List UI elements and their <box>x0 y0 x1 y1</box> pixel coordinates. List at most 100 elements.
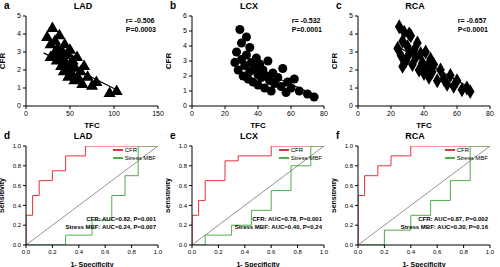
html-text:a: a <box>4 0 10 11</box>
html-text:Stress MBF: Stress MBF <box>124 155 156 161</box>
svg-text:0.2: 0.2 <box>48 249 57 255</box>
svg-text:3: 3 <box>17 48 21 55</box>
html-text:CFR: AUC=0.82, P=0.001: CFR: AUC=0.82, P=0.001 <box>86 216 156 222</box>
html-text:r= -0.657: r= -0.657 <box>457 17 487 24</box>
svg-text:0: 0 <box>183 102 187 109</box>
html-text:CFR: CFR <box>124 147 137 153</box>
svg-text:0.6: 0.6 <box>179 183 188 189</box>
svg-text:CFR: CFR <box>332 53 339 70</box>
svg-text:80: 80 <box>320 110 328 117</box>
svg-text:20: 20 <box>221 110 229 117</box>
svg-text:4: 4 <box>349 30 353 37</box>
svg-text:0.6: 0.6 <box>345 183 354 189</box>
html-text:r= -0.506: r= -0.506 <box>125 17 155 24</box>
svg-text:1.0: 1.0 <box>13 143 22 149</box>
svg-text:0: 0 <box>349 102 353 109</box>
svg-text:40: 40 <box>420 110 428 117</box>
svg-text:40: 40 <box>254 110 262 117</box>
svg-text:2: 2 <box>183 72 187 79</box>
html-text:r= -0.532: r= -0.532 <box>291 17 321 24</box>
svg-text:50: 50 <box>66 110 74 117</box>
svg-text:0.0: 0.0 <box>345 242 354 248</box>
html-text:LAD: LAD <box>73 131 93 141</box>
svg-text:3: 3 <box>349 48 353 55</box>
svg-text:2: 2 <box>17 66 21 73</box>
svg-text:TFC: TFC <box>84 121 100 128</box>
svg-text:0.2: 0.2 <box>345 222 354 228</box>
html-text:P<0.0001: P<0.0001 <box>457 26 488 33</box>
svg-text:60: 60 <box>453 110 461 117</box>
svg-text:TFC: TFC <box>250 121 266 128</box>
html-text:LAD: LAD <box>73 1 93 11</box>
svg-text:0.0: 0.0 <box>13 242 22 248</box>
svg-text:5: 5 <box>349 12 353 19</box>
svg-text:0.0: 0.0 <box>179 242 188 248</box>
svg-text:4: 4 <box>183 42 187 49</box>
svg-text:4: 4 <box>17 30 21 37</box>
html-text:b: b <box>170 0 177 11</box>
svg-text:1: 1 <box>183 87 187 94</box>
svg-text:TFC: TFC <box>416 121 432 128</box>
svg-text:0: 0 <box>24 110 28 117</box>
svg-text:0: 0 <box>190 110 194 117</box>
html-text:e: e <box>170 130 176 141</box>
html-text:LCX: LCX <box>240 1 258 11</box>
svg-text:0.0: 0.0 <box>22 249 31 255</box>
svg-text:1- Specificity: 1- Specificity <box>70 261 113 267</box>
svg-text:0.6: 0.6 <box>267 249 276 255</box>
svg-text:150: 150 <box>152 110 164 117</box>
svg-text:0.6: 0.6 <box>13 183 22 189</box>
svg-text:CFR: CFR <box>166 53 173 70</box>
svg-text:0.2: 0.2 <box>380 249 389 255</box>
svg-text:1.0: 1.0 <box>320 249 329 255</box>
svg-text:5: 5 <box>17 12 21 19</box>
svg-text:1.0: 1.0 <box>154 249 163 255</box>
html-text:RCA: RCA <box>405 131 425 141</box>
html-text:P=0.0001: P=0.0001 <box>291 26 322 33</box>
svg-text:0.0: 0.0 <box>354 249 363 255</box>
svg-text:0.8: 0.8 <box>345 163 354 169</box>
svg-text:0.8: 0.8 <box>459 249 468 255</box>
html-text:RCA: RCA <box>405 1 425 11</box>
svg-text:1- Specificity: 1- Specificity <box>402 261 445 267</box>
svg-text:0.6: 0.6 <box>101 249 110 255</box>
svg-text:0.8: 0.8 <box>293 249 302 255</box>
svg-text:Sensitivity: Sensitivity <box>332 178 338 213</box>
svg-text:0.8: 0.8 <box>13 163 22 169</box>
svg-text:0.2: 0.2 <box>214 249 223 255</box>
html-text:LCX: LCX <box>240 131 258 141</box>
svg-text:0.8: 0.8 <box>179 163 188 169</box>
svg-text:1: 1 <box>349 84 353 91</box>
svg-text:0.4: 0.4 <box>75 249 84 255</box>
svg-text:1.0: 1.0 <box>486 249 492 255</box>
svg-text:2: 2 <box>349 66 353 73</box>
svg-text:1: 1 <box>17 84 21 91</box>
svg-text:0: 0 <box>356 110 360 117</box>
svg-text:1- Specificity: 1- Specificity <box>236 261 279 267</box>
svg-text:0: 0 <box>17 102 21 109</box>
svg-text:1.0: 1.0 <box>179 143 188 149</box>
svg-text:3: 3 <box>183 57 187 64</box>
svg-text:0.2: 0.2 <box>13 222 22 228</box>
html-text:d: d <box>4 130 11 141</box>
svg-text:1.0: 1.0 <box>345 143 354 149</box>
html-text:Stress MBF: AUC=0.24, P=0.007: Stress MBF: AUC=0.24, P=0.007 <box>65 224 156 230</box>
svg-text:60: 60 <box>287 110 295 117</box>
svg-text:0.0: 0.0 <box>188 249 197 255</box>
svg-text:0.2: 0.2 <box>179 222 188 228</box>
svg-text:0.4: 0.4 <box>179 203 188 209</box>
svg-text:20: 20 <box>387 110 395 117</box>
svg-text:0.6: 0.6 <box>433 249 442 255</box>
svg-text:100: 100 <box>108 110 120 117</box>
svg-text:80: 80 <box>486 110 492 117</box>
svg-text:6: 6 <box>183 12 187 19</box>
html-text:P=0.0003: P=0.0003 <box>125 26 156 33</box>
svg-text:0.4: 0.4 <box>13 203 22 209</box>
svg-text:Sensitivity: Sensitivity <box>166 178 172 213</box>
svg-text:0.4: 0.4 <box>241 249 250 255</box>
svg-text:0.4: 0.4 <box>345 203 354 209</box>
html-text:c: c <box>336 0 342 11</box>
svg-text:5: 5 <box>183 27 187 34</box>
svg-text:0.8: 0.8 <box>127 249 136 255</box>
svg-text:0.4: 0.4 <box>407 249 416 255</box>
